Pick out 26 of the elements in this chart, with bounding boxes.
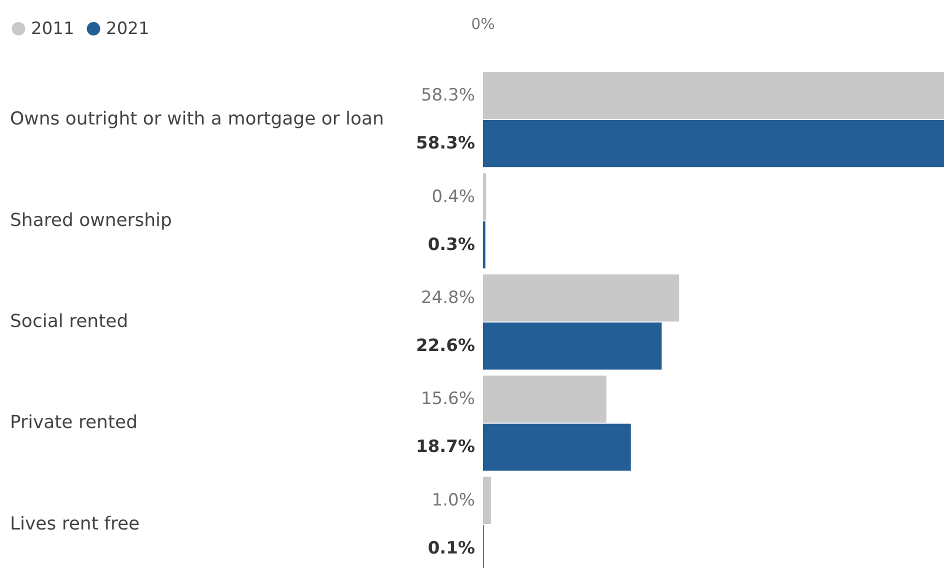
bar: [483, 274, 680, 322]
bar: [483, 120, 944, 168]
y-tick-label: Owns outright or with a mortgage or loan: [10, 108, 384, 130]
y-tick-label: Private rented: [10, 412, 138, 434]
data-label: 18.7%: [416, 437, 475, 458]
annotation: 0%: [471, 15, 495, 33]
data-label: 0.3%: [428, 234, 475, 255]
bar: [483, 476, 491, 524]
data-label: 0.1%: [428, 538, 475, 558]
bar: [483, 424, 631, 471]
bar: [483, 173, 486, 220]
data-label: 22.6%: [416, 336, 475, 356]
data-label: 24.8%: [420, 288, 475, 308]
data-label: 15.6%: [420, 389, 475, 410]
bar: [483, 322, 662, 370]
legend-label: 2011: [31, 18, 74, 39]
bar: [483, 72, 944, 120]
data-label: 1.0%: [432, 490, 475, 510]
bar: [483, 376, 606, 423]
y-tick-label: Lives rent free: [10, 513, 140, 534]
legend-label: 2021: [106, 18, 150, 39]
y-tick-label: Social rented: [10, 311, 128, 332]
y-tick-label: Shared ownership: [10, 210, 172, 231]
data-label: 58.3%: [420, 86, 475, 106]
data-label: 0.4%: [432, 186, 475, 207]
data-label: 58.3%: [416, 134, 475, 154]
